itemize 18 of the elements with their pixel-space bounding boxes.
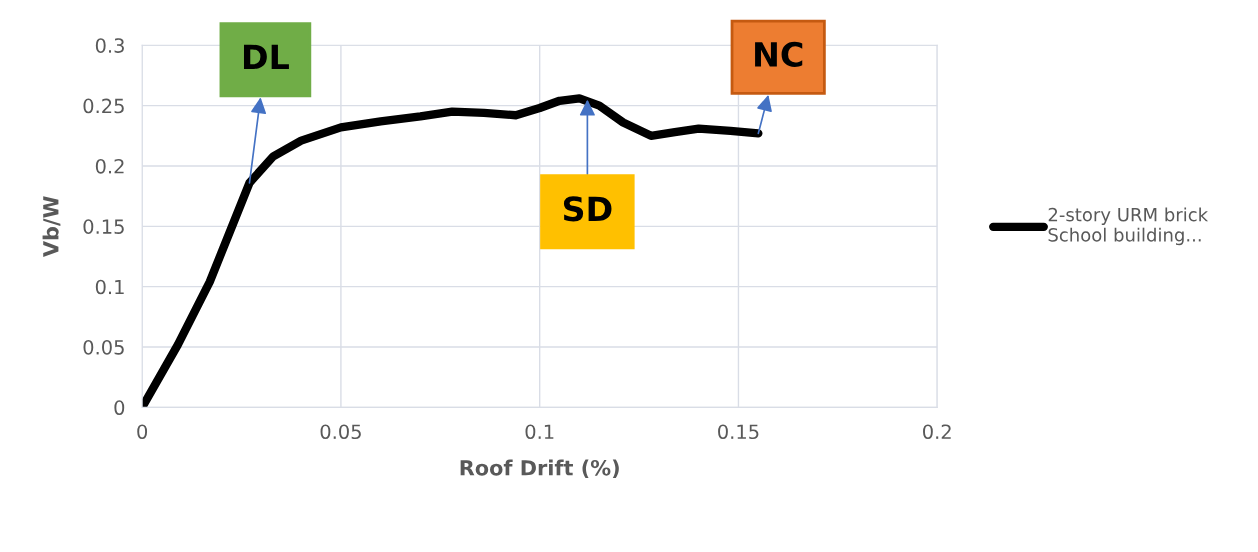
x-axis-title: Roof Drift (%)	[460, 459, 619, 479]
annotation: SD	[563, 196, 612, 222]
x-tick-label: 0.05	[320, 424, 361, 440]
annotation: DL	[243, 44, 289, 69]
x-tick-label: 0.1	[525, 424, 554, 440]
x-tick-label: 0.2	[923, 424, 951, 440]
y-tick-label: 0.05	[83, 339, 124, 355]
y-tick-label: 0.2	[95, 158, 124, 174]
y-tick-label: 0.1	[95, 279, 124, 295]
x-tick-label: 0	[137, 424, 148, 440]
y-tick-label: 0.3	[95, 38, 124, 53]
annotation: NC	[755, 41, 803, 68]
x-tick-label: 0.15	[718, 424, 759, 440]
y-tick-label: 0.15	[83, 219, 124, 234]
y-tick-label: 0	[114, 400, 125, 416]
y-tick-label: 0.25	[83, 98, 124, 114]
y-axis-title: Vb/W	[42, 196, 61, 258]
legend-label: 2-story URM brick School building...	[1048, 207, 1209, 246]
